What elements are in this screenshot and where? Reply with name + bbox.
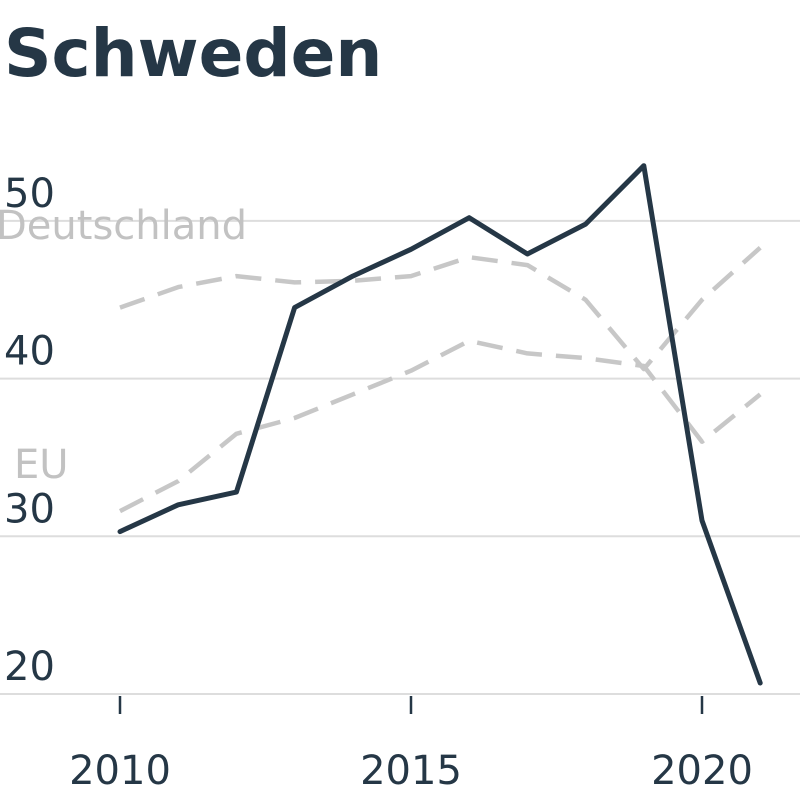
x-tick-label-2010: 2010 <box>69 748 171 794</box>
y-tick-label-40: 40 <box>4 329 55 375</box>
gridlines <box>0 219 800 695</box>
y-axis: 20 30 40 50 <box>4 171 55 690</box>
series-layer <box>117 163 763 686</box>
chart-title: Schweden <box>4 15 382 92</box>
y-tick-label-50: 50 <box>4 171 55 217</box>
y-tick-label-20: 20 <box>4 644 55 690</box>
x-tick-label-2020: 2020 <box>651 748 753 794</box>
y-tick-label-30: 30 <box>4 486 55 532</box>
series-labels: Deutschland EU <box>0 203 247 488</box>
x-tick-label-2015: 2015 <box>360 748 462 794</box>
series-line-deutschland <box>119 246 762 372</box>
series-line-schweden <box>117 163 763 686</box>
x-axis: 2010 2015 2020 <box>69 696 753 794</box>
series-label-eu: EU <box>14 442 69 488</box>
series-label-deutschland: Deutschland <box>0 203 247 249</box>
series-line-eu <box>118 338 762 514</box>
